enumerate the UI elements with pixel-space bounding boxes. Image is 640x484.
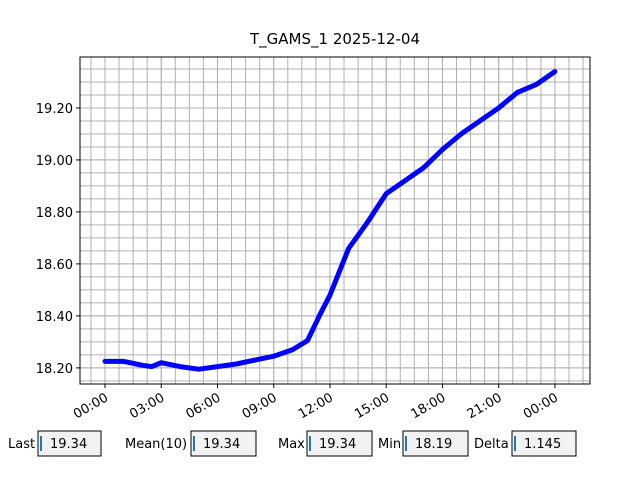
field-value: 1.145 — [524, 437, 561, 452]
field-label: Last — [8, 437, 35, 452]
plot-frame — [79, 56, 591, 385]
x-tick-label: 06:00 — [184, 390, 224, 422]
x-tick-label: 09:00 — [240, 390, 280, 422]
x-tick-label: 00:00 — [521, 390, 561, 422]
field-box — [402, 430, 469, 457]
y-tick-label: 19.00 — [36, 154, 73, 169]
x-tick-label: 00:00 — [71, 390, 111, 422]
field-label: Max — [278, 437, 305, 452]
y-tick-label: 18.60 — [36, 258, 73, 273]
x-tick-label: 03:00 — [127, 390, 167, 422]
y-tick-label: 19.20 — [36, 102, 73, 117]
y-tick-label: 18.40 — [36, 310, 73, 325]
field-value: 18.19 — [415, 437, 452, 452]
field-box — [190, 430, 257, 457]
chart-title: T_GAMS_1 2025-12-04 — [249, 30, 420, 49]
x-tick-label: 18:00 — [409, 390, 449, 422]
y-tick-label: 18.80 — [36, 206, 73, 221]
field-box — [306, 430, 373, 457]
x-tick-label: 12:00 — [296, 390, 336, 422]
field-box — [511, 430, 577, 457]
field-box — [37, 430, 102, 457]
x-tick-label: 15:00 — [352, 390, 392, 422]
field-label: Delta — [474, 437, 509, 452]
field-value: 19.34 — [50, 437, 87, 452]
field-label: Mean(10) — [125, 437, 187, 452]
y-tick-label: 18.20 — [36, 362, 73, 377]
field-value: 19.34 — [319, 437, 356, 452]
field-label: Min — [378, 437, 401, 452]
x-tick-label: 21:00 — [465, 390, 505, 422]
data-line — [102, 69, 558, 372]
field-value: 19.34 — [203, 437, 240, 452]
